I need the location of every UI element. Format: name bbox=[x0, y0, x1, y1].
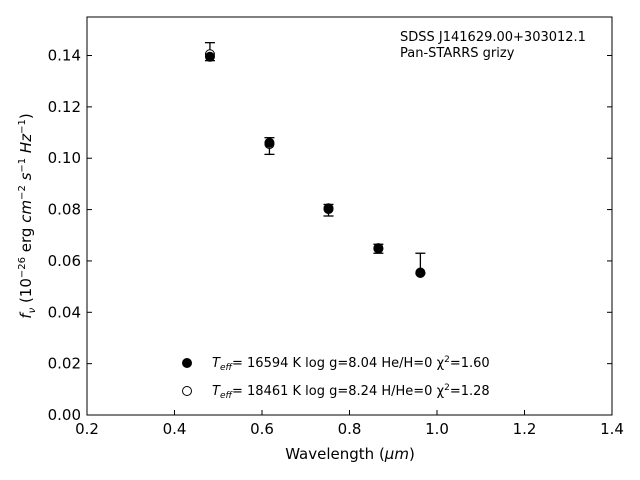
y-tick-label: 0.04 bbox=[48, 303, 81, 321]
legend-marker-open bbox=[182, 386, 192, 396]
x-tick-label: 1.4 bbox=[600, 420, 624, 438]
x-tick-label: 1.2 bbox=[513, 420, 537, 438]
x-tick-label: 1.0 bbox=[425, 420, 449, 438]
x-tick-label: 0.2 bbox=[75, 420, 99, 438]
model-point-filled bbox=[323, 203, 334, 214]
y-tick-label: 0.02 bbox=[48, 355, 81, 373]
y-tick-label: 0.10 bbox=[48, 149, 81, 167]
x-axis-ticks: 0.2 0.4 0.6 0.8 1.0 1.2 1.4 bbox=[75, 410, 624, 438]
y-tick-label: 0.08 bbox=[48, 201, 81, 219]
y-tick-label: 0.06 bbox=[48, 252, 81, 270]
data-markers bbox=[204, 49, 426, 279]
model-point-filled bbox=[264, 137, 275, 148]
model-point-filled bbox=[204, 51, 215, 62]
x-tick-label: 0.4 bbox=[163, 420, 187, 438]
annotation-object-name: SDSS J141629.00+303012.1 bbox=[400, 30, 586, 45]
legend: Teff= 16594 K log g=8.04 He/H=0 χ2=1.60 … bbox=[182, 355, 490, 401]
y-axis-ticks: 0.00 0.02 0.04 0.06 0.08 0.10 0.12 0.14 bbox=[48, 47, 612, 424]
y-axis-label: fν (10−26 erg cm−2 s−1 Hz−1) bbox=[17, 113, 38, 318]
x-tick-label: 0.8 bbox=[338, 420, 362, 438]
y-tick-label: 0.14 bbox=[48, 47, 81, 65]
y-tick-label: 0.12 bbox=[48, 98, 81, 116]
x-tick-label: 0.6 bbox=[250, 420, 274, 438]
legend-entry-2: Teff= 18461 K log g=8.24 H/He=0 χ2=1.28 bbox=[212, 383, 490, 401]
model-point-filled bbox=[373, 243, 384, 254]
annotation-filters: Pan-STARRS grizy bbox=[400, 46, 515, 61]
legend-entry-1: Teff= 16594 K log g=8.04 He/H=0 χ2=1.60 bbox=[212, 355, 490, 373]
y-tick-label: 0.00 bbox=[48, 406, 81, 424]
x-axis-label: Wavelength (μm) bbox=[285, 445, 415, 463]
error-bars bbox=[204, 42, 426, 275]
legend-marker-filled bbox=[182, 358, 192, 368]
model-point-filled bbox=[415, 268, 426, 279]
